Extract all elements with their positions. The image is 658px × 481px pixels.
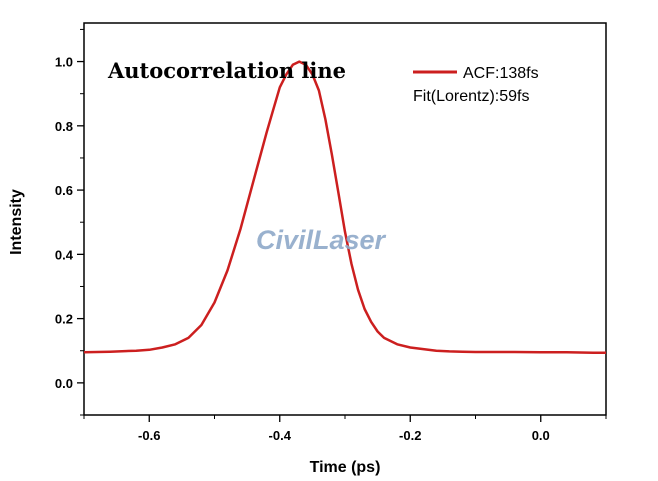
legend-fit-label: Fit(Lorentz):59fs (413, 88, 529, 105)
x-axis-title: Time (ps) (310, 459, 381, 476)
x-tick-label: -0.6 (138, 428, 160, 443)
y-tick-label: 0.0 (55, 376, 73, 391)
watermark: CivilLaser (256, 225, 387, 255)
x-tick-label: 0.0 (532, 428, 550, 443)
y-axis-title: Intensity (8, 189, 25, 255)
x-tick-label: -0.4 (269, 428, 292, 443)
legend: ACF:138fs Fit(Lorentz):59fs (413, 65, 539, 105)
y-tick-label: 0.2 (55, 312, 73, 327)
y-tick-label: 0.6 (55, 183, 73, 198)
y-tick-label: 0.8 (55, 119, 73, 134)
x-tick-label: -0.2 (399, 428, 421, 443)
plot-area: -0.6 -0.4 -0.2 0.0 0.0 0.2 0.4 0.6 0.8 1.0 (55, 22, 607, 443)
y-tick-label: 1.0 (55, 55, 73, 70)
series-line (83, 60, 606, 354)
y-tick-label: 0.4 (55, 247, 74, 262)
legend-series-label: ACF:138fs (463, 65, 539, 82)
chart-title: Autocorrelation line (107, 58, 346, 83)
